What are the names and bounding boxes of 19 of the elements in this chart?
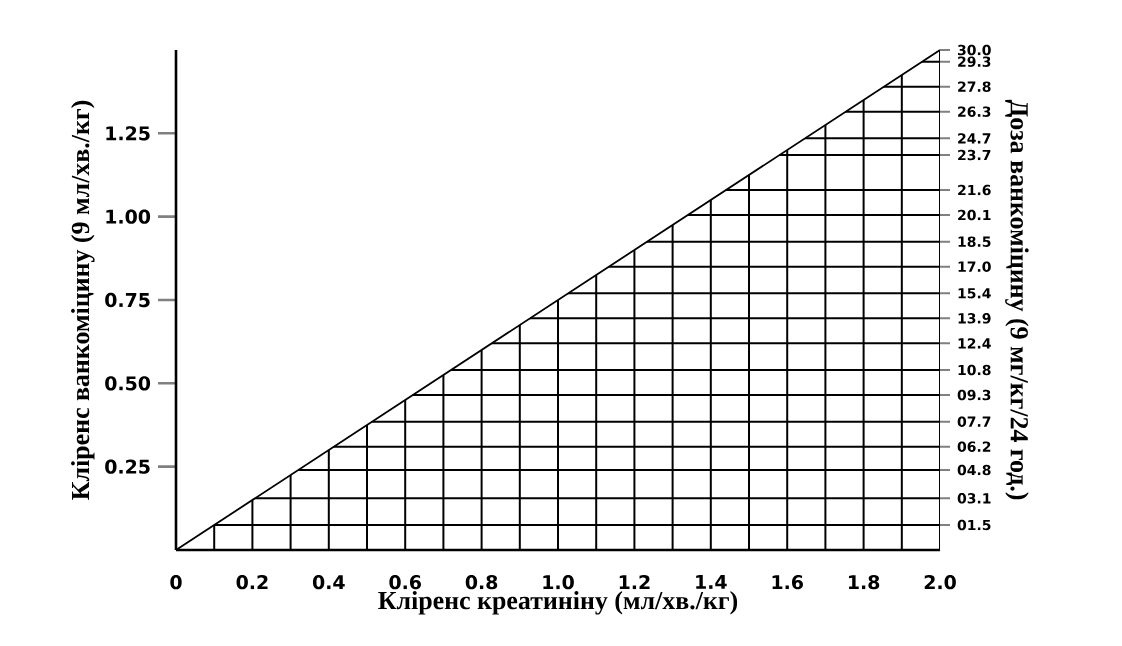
x-tick-label: 0	[170, 575, 182, 590]
y-tick-label: 1.00	[106, 209, 151, 224]
x-tick-label: 1.0	[543, 575, 574, 590]
x-tick-label: 1.8	[848, 575, 880, 590]
y-tick-label: 0.50	[105, 376, 151, 391]
x-tick-label: 1.6	[772, 575, 803, 590]
y2-axis-title: Доза ванкоміцину (9 мг/кг/24 год.)	[1005, 99, 1029, 500]
y-tick-label: 1.25	[106, 126, 150, 141]
x-axis-title: Кліренс креатиніну (мл/хв./кг)	[378, 591, 738, 615]
x-tick-label: 1.2	[619, 575, 650, 590]
x-tick-label: 0.6	[389, 575, 421, 590]
x-tick-label: 0.4	[312, 575, 345, 590]
x-tick-label: 1.4	[696, 575, 727, 589]
x-tick-label: 0.8	[465, 575, 498, 590]
y-tick-label: 0.75	[105, 292, 150, 308]
x-tick-label: 2.0	[924, 575, 956, 590]
x-tick-label: 0.2	[236, 575, 268, 590]
y-tick-label: 0.25	[105, 459, 150, 474]
y-axis-title: Кліренс ванкоміцину (9 мл/хв./кг)	[71, 100, 95, 500]
